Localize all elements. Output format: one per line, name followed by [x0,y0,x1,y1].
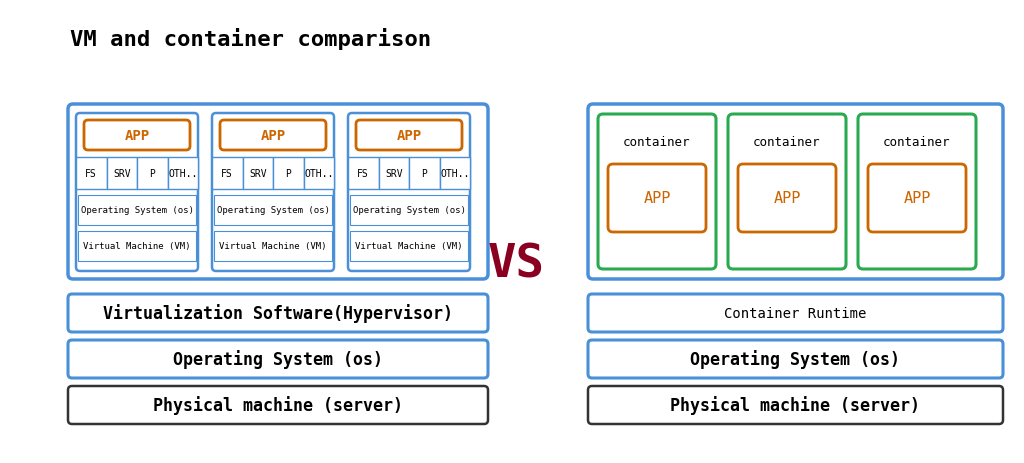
Text: Virtual Machine (VM): Virtual Machine (VM) [83,242,190,251]
Text: Operating System (os): Operating System (os) [352,206,466,215]
FancyBboxPatch shape [68,294,488,332]
Text: P: P [286,169,291,179]
FancyBboxPatch shape [728,115,846,269]
Bar [273,158,303,189]
FancyBboxPatch shape [68,340,488,378]
FancyBboxPatch shape [858,115,976,269]
Text: container: container [884,136,950,149]
Text: FS: FS [221,169,233,179]
Text: SRV: SRV [113,169,131,179]
FancyBboxPatch shape [598,115,716,269]
Bar [379,158,409,189]
Text: APP: APP [260,129,286,143]
Text: APP: APP [643,191,671,206]
Text: APP: APP [396,129,422,143]
FancyBboxPatch shape [84,121,190,150]
Bar [78,195,196,225]
Bar [348,158,379,189]
Text: Virtual Machine (VM): Virtual Machine (VM) [355,242,463,251]
Bar [303,158,334,189]
Text: APP: APP [773,191,801,206]
Bar [106,158,137,189]
FancyBboxPatch shape [588,340,1002,378]
Text: container: container [754,136,821,149]
Text: Operating System (os): Operating System (os) [173,350,383,369]
Bar [168,158,198,189]
FancyBboxPatch shape [608,165,706,232]
Text: SRV: SRV [385,169,402,179]
Bar [76,158,106,189]
FancyBboxPatch shape [588,294,1002,332]
Text: VM and container comparison: VM and container comparison [70,28,431,50]
Bar [214,232,332,262]
FancyBboxPatch shape [348,114,470,271]
FancyBboxPatch shape [212,114,334,271]
Bar [214,195,332,225]
Text: APP: APP [903,191,931,206]
Bar [243,158,273,189]
Bar [350,232,468,262]
Text: OTH..: OTH.. [440,169,469,179]
Bar [439,158,470,189]
FancyBboxPatch shape [588,105,1002,279]
Text: Physical machine (server): Physical machine (server) [153,396,403,414]
Text: container: container [624,136,691,149]
FancyBboxPatch shape [68,105,488,279]
FancyBboxPatch shape [68,386,488,424]
Text: Operating System (os): Operating System (os) [216,206,330,215]
Text: Virtual Machine (VM): Virtual Machine (VM) [219,242,327,251]
Text: APP: APP [125,129,150,143]
Text: Operating System (os): Operating System (os) [81,206,194,215]
FancyBboxPatch shape [588,386,1002,424]
Bar [78,232,196,262]
Text: SRV: SRV [249,169,266,179]
FancyBboxPatch shape [76,114,198,271]
Text: FS: FS [85,169,97,179]
Bar [212,158,243,189]
Bar [350,195,468,225]
Text: P: P [421,169,427,179]
FancyBboxPatch shape [220,121,326,150]
FancyBboxPatch shape [738,165,836,232]
Text: VS: VS [487,242,545,287]
Text: OTH..: OTH.. [304,169,334,179]
Text: Virtualization Software(Hypervisor): Virtualization Software(Hypervisor) [103,304,453,323]
Text: FS: FS [357,169,369,179]
Bar [137,158,168,189]
FancyBboxPatch shape [868,165,966,232]
Bar [409,158,439,189]
Text: OTH..: OTH.. [168,169,198,179]
Text: P: P [150,169,156,179]
Text: Physical machine (server): Physical machine (server) [671,396,921,414]
Text: Operating System (os): Operating System (os) [690,350,900,369]
FancyBboxPatch shape [356,121,462,150]
Text: Container Runtime: Container Runtime [724,307,866,320]
